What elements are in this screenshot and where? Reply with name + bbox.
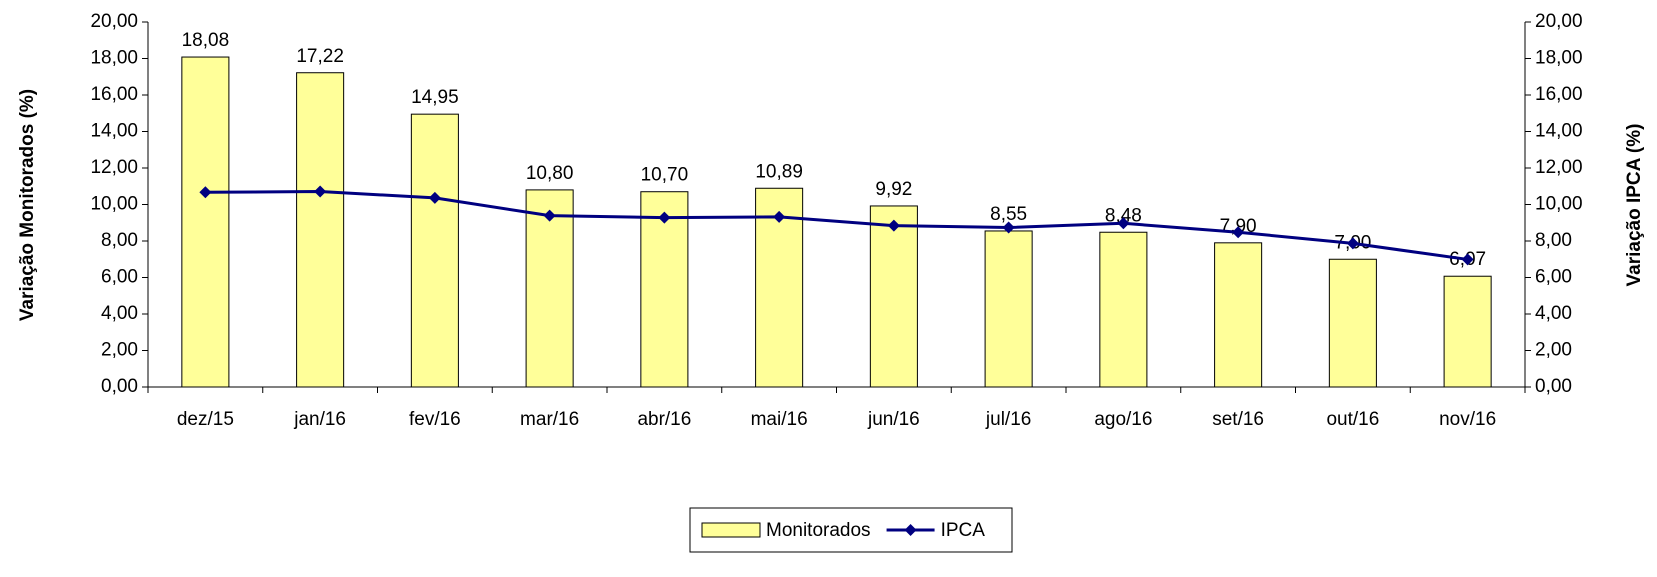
y-tick-label: 0,00 — [101, 376, 138, 397]
y-axis-title: Variação Monitorados (%) — [17, 89, 38, 321]
y2-tick-label: 16,00 — [1535, 84, 1583, 105]
legend: Monitorados IPCA — [689, 507, 1013, 553]
value-label: 10,70 — [641, 165, 689, 186]
marker — [887, 219, 900, 232]
marker — [1117, 217, 1130, 230]
bar — [1443, 275, 1492, 388]
y-tick-label: 12,00 — [90, 157, 138, 178]
y2-tick-label: 8,00 — [1535, 230, 1572, 251]
x-tick-label: fev/16 — [409, 409, 461, 430]
bar — [525, 189, 574, 388]
x-tick-label: ago/16 — [1094, 409, 1152, 430]
marker — [658, 211, 671, 224]
bar — [640, 191, 689, 388]
y-tick-label: 6,00 — [101, 267, 138, 288]
y2-tick-label: 2,00 — [1535, 340, 1572, 361]
x-tick-label: jan/16 — [293, 409, 346, 430]
bar — [1099, 231, 1148, 388]
y-tick-label: 16,00 — [90, 84, 138, 105]
x-tick-label: abr/16 — [637, 409, 691, 430]
bar — [181, 56, 230, 388]
marker — [1461, 253, 1474, 266]
value-label: 8,48 — [1105, 205, 1142, 226]
x-tick-label: nov/16 — [1439, 409, 1496, 430]
y-tick-label: 4,00 — [101, 303, 138, 324]
y-tick-label: 14,00 — [90, 121, 138, 142]
marker — [314, 185, 327, 198]
x-tick-label: set/16 — [1212, 409, 1264, 430]
y-tick-label: 8,00 — [101, 230, 138, 251]
x-tick-label: out/16 — [1326, 409, 1379, 430]
legend-label: Monitorados — [766, 520, 871, 541]
y2-tick-label: 0,00 — [1535, 376, 1572, 397]
value-label: 8,55 — [990, 204, 1027, 225]
y2-tick-label: 6,00 — [1535, 267, 1572, 288]
value-label: 10,89 — [755, 161, 803, 182]
y2-tick-label: 10,00 — [1535, 194, 1583, 215]
line — [205, 190, 1468, 261]
x-tick-label: jun/16 — [867, 409, 920, 430]
y2-tick-label: 12,00 — [1535, 157, 1583, 178]
bar — [296, 72, 345, 388]
marker — [1232, 226, 1245, 239]
bar — [869, 205, 918, 388]
legend-swatch — [701, 522, 761, 538]
x-tick-label: mar/16 — [520, 409, 579, 430]
value-label: 17,22 — [296, 46, 344, 67]
y2-tick-label: 14,00 — [1535, 121, 1583, 142]
x-tick-label: dez/15 — [177, 409, 234, 430]
value-label: 9,92 — [875, 179, 912, 200]
marker — [199, 186, 212, 199]
y-tick-label: 10,00 — [90, 194, 138, 215]
marker — [1002, 221, 1015, 234]
x-tick-label: mai/16 — [751, 409, 808, 430]
marker — [773, 210, 786, 223]
bar — [1214, 242, 1263, 388]
y-tick-label: 2,00 — [101, 340, 138, 361]
y2-tick-label: 18,00 — [1535, 48, 1583, 69]
y2-tick-label: 4,00 — [1535, 303, 1572, 324]
y-tick-label: 20,00 — [90, 11, 138, 32]
y2-tick-label: 20,00 — [1535, 11, 1583, 32]
y2-axis-title: Variação IPCA (%) — [1624, 124, 1645, 287]
value-label: 18,08 — [182, 30, 230, 51]
legend-label: IPCA — [941, 520, 986, 541]
y-tick-label: 18,00 — [90, 48, 138, 69]
marker — [428, 191, 441, 204]
bar — [984, 230, 1033, 388]
bar — [410, 113, 459, 388]
legend-marker — [904, 524, 917, 536]
value-label: 14,95 — [411, 87, 459, 108]
marker — [543, 209, 556, 222]
x-tick-label: jul/16 — [985, 409, 1031, 430]
marker — [1346, 237, 1359, 250]
bar — [1328, 258, 1377, 388]
value-label: 10,80 — [526, 163, 574, 184]
